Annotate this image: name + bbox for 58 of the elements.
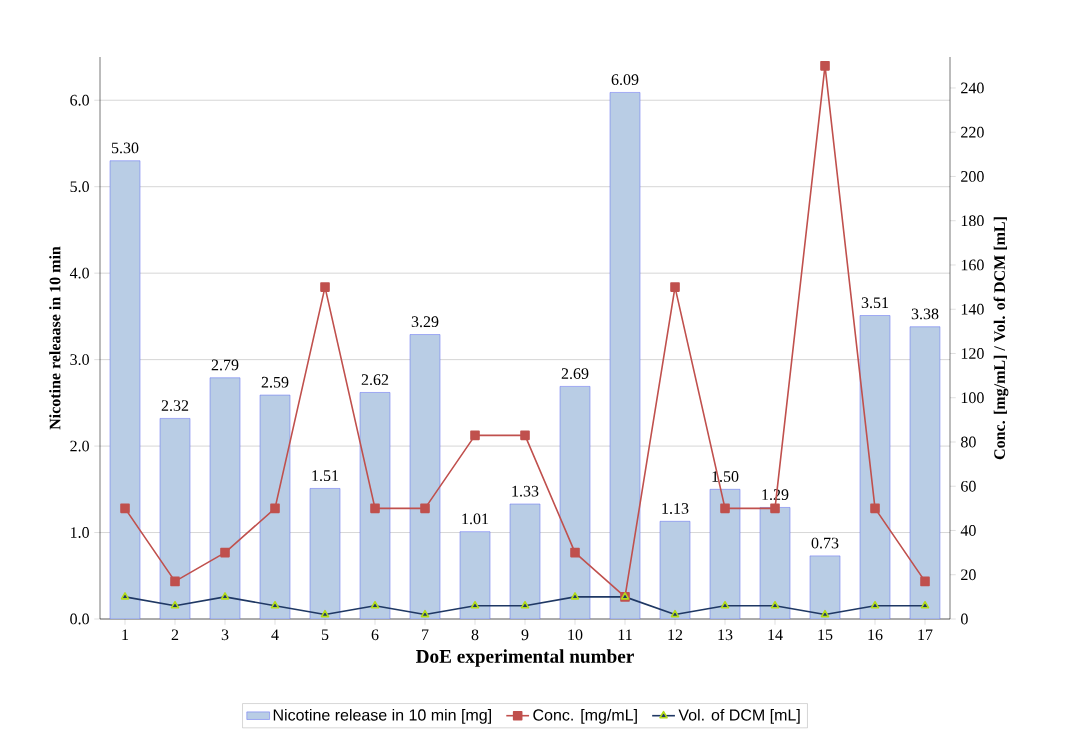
y-tick-label: 5.0 <box>70 181 89 193</box>
y-axis-title: Nicotine releaase in 10 min <box>49 246 61 430</box>
data-label: 2.62 <box>361 374 389 386</box>
y2-tick-label: 140 <box>961 303 984 315</box>
x-tick-label: 2 <box>171 629 179 640</box>
y-tick-label: 4.0 <box>69 267 89 279</box>
y2-tick-label: 220 <box>961 126 984 138</box>
y2-tick-label: 180 <box>961 215 984 227</box>
x-tick-label: 14 <box>768 629 783 640</box>
data-label: 3.51 <box>861 297 889 309</box>
data-label: 0.73 <box>811 537 839 549</box>
data-label: 1.51 <box>312 470 339 482</box>
x-tick-label: 12 <box>668 629 683 640</box>
x-tick-label: 13 <box>718 629 733 641</box>
data-label: 2.79 <box>211 359 239 371</box>
y2-tick-label: 20 <box>961 569 976 581</box>
y-tick-label: 6.0 <box>70 94 89 106</box>
data-label: 6.09 <box>611 74 639 86</box>
data-label: 1.33 <box>512 485 539 497</box>
legend-label: Vol. of DCM [mL] <box>678 708 800 724</box>
y-tick-label: 0.0 <box>70 613 89 625</box>
y2-tick-label: 80 <box>961 436 976 448</box>
y2-tick-label: 0 <box>961 613 968 625</box>
y2-tick-label: 40 <box>960 525 976 536</box>
y-tick-label: 3.0 <box>70 354 89 366</box>
y-tick-label: 2.0 <box>70 440 89 452</box>
legend-label: Conc. [mg/mL] <box>533 708 637 724</box>
x-tick-label: 1 <box>122 629 129 640</box>
y-tick-label: 1.0 <box>71 527 89 538</box>
data-label: 3.29 <box>411 316 439 328</box>
data-label: 3.38 <box>911 308 939 320</box>
x-tick-label: 8 <box>471 629 479 641</box>
y2-tick-label: 60 <box>961 480 976 492</box>
y2-tick-label: 200 <box>961 171 984 182</box>
x-tick-label: 15 <box>818 629 833 641</box>
y2-axis-title: Conc. [mg/mL] / Vol. of DCM [mL] <box>993 217 1009 460</box>
legend-label: Nicotine release in 10 min [mg] <box>273 708 491 724</box>
data-label: 1.01 <box>462 513 489 525</box>
data-label: 2.59 <box>261 376 289 388</box>
y2-tick-label: 120 <box>961 348 984 359</box>
x-tick-label: 9 <box>521 629 529 641</box>
x-tick-label: 6 <box>371 629 379 641</box>
x-tick-label: 7 <box>422 629 429 640</box>
y2-tick-label: 160 <box>961 259 984 271</box>
x-tick-label: 17 <box>918 629 933 640</box>
x-tick-label: 16 <box>868 629 883 641</box>
x-tick-label: 5 <box>321 629 329 641</box>
x-axis-title: DoE experimental number <box>416 649 634 667</box>
y2-tick-label: 240 <box>961 82 984 94</box>
x-tick-label: 10 <box>568 629 583 641</box>
x-tick-label: 4 <box>271 629 279 640</box>
data-label: 2.32 <box>161 400 189 412</box>
x-tick-label: 11 <box>618 629 632 640</box>
data-label: 2.69 <box>561 368 589 380</box>
data-label: 5.30 <box>111 142 139 154</box>
y2-tick-label: 100 <box>961 392 984 404</box>
x-tick-label: 3 <box>221 629 229 641</box>
data-label: 1.13 <box>662 503 689 514</box>
